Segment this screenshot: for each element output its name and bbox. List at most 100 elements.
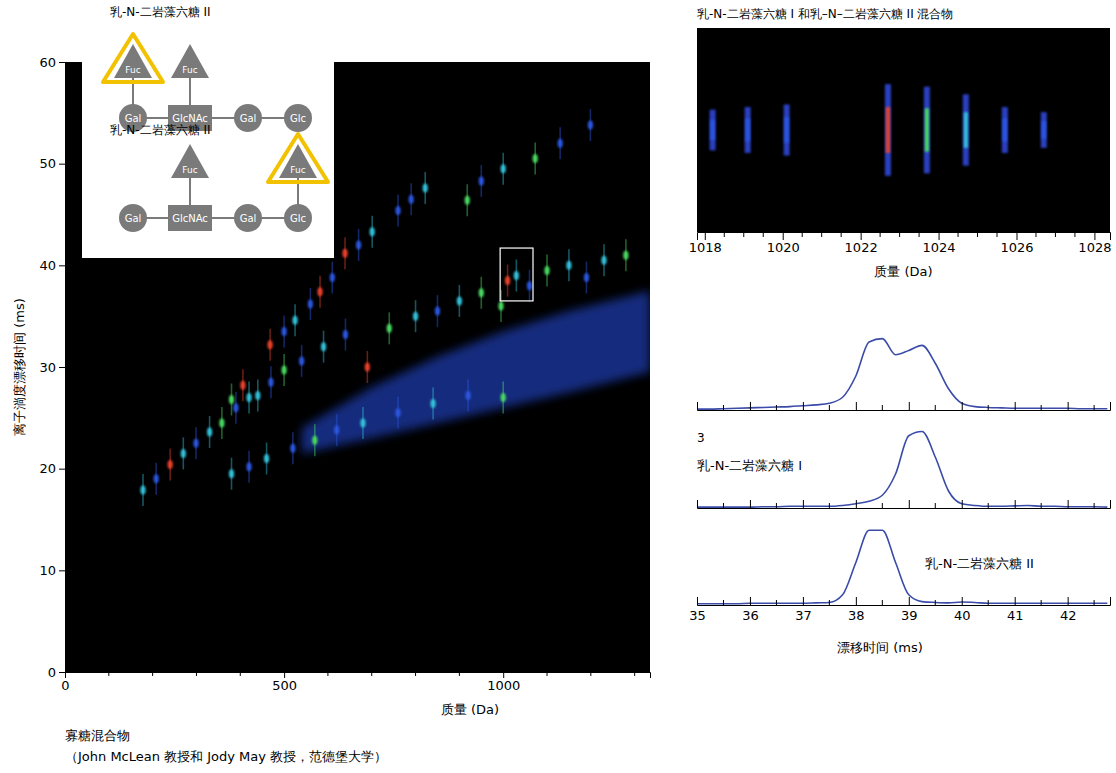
tick xyxy=(962,500,963,508)
residue-label: Glc xyxy=(290,113,306,124)
residue xyxy=(284,204,312,232)
isotope-core xyxy=(925,108,929,151)
minor-tick xyxy=(108,672,109,676)
spot xyxy=(181,449,186,458)
tick-mark xyxy=(284,672,285,678)
tick xyxy=(1068,402,1069,410)
highlight-outline xyxy=(268,134,328,182)
tick: 1000 xyxy=(487,672,520,693)
tick xyxy=(750,500,751,508)
strip-area xyxy=(710,84,1047,176)
isotope-core xyxy=(711,120,715,140)
axis-line xyxy=(698,500,1111,509)
spot xyxy=(334,426,339,435)
spot xyxy=(292,316,297,325)
spot xyxy=(233,403,238,412)
tick-label: 60 xyxy=(39,55,56,70)
fucose xyxy=(279,144,317,178)
spot xyxy=(229,469,234,478)
tick-mark xyxy=(59,672,65,673)
tick-mark xyxy=(1094,232,1095,240)
tick-mark xyxy=(909,500,910,508)
residue-label: Gal xyxy=(240,113,257,124)
x-axis: 3536373839404142 xyxy=(689,597,1110,623)
tick-label: 38 xyxy=(848,608,865,623)
tick: 1028 xyxy=(1078,232,1111,255)
minor-tick xyxy=(1035,232,1036,237)
spot xyxy=(527,281,532,290)
spot xyxy=(268,378,273,387)
tick-label: 39 xyxy=(901,608,918,623)
tick-mark xyxy=(803,597,804,605)
isotope-core xyxy=(785,117,789,143)
tick-label: 1026 xyxy=(1000,240,1033,255)
tick-label: 36 xyxy=(742,608,759,623)
spot xyxy=(395,206,400,215)
tick: 10 xyxy=(39,563,65,578)
structure-title: 乳-N-二岩藻六糖 II xyxy=(110,5,211,19)
tick-mark xyxy=(939,232,940,240)
minor-tick xyxy=(459,672,460,676)
tick-mark xyxy=(697,500,698,508)
spot xyxy=(566,261,571,270)
residue-label: Gal xyxy=(240,213,257,224)
tick xyxy=(1068,500,1069,508)
fucose xyxy=(171,44,209,78)
minor-tick xyxy=(590,672,591,676)
spot xyxy=(219,418,224,427)
minor-tick xyxy=(829,405,830,410)
spot xyxy=(370,227,375,236)
tick-mark xyxy=(1015,597,1016,605)
minor-tick xyxy=(829,600,830,605)
spot xyxy=(267,340,272,349)
tick xyxy=(803,402,804,410)
axis-line xyxy=(698,597,1111,606)
tick-label: 35 xyxy=(689,608,706,623)
tick xyxy=(962,402,963,410)
isotope-core xyxy=(1003,119,1007,142)
minor-tick xyxy=(1041,503,1042,508)
trace-label: 乳-N-二岩藻六糖 I xyxy=(697,458,802,473)
spot xyxy=(321,342,326,351)
tick-label: 0 xyxy=(61,678,69,693)
tick: 36 xyxy=(742,597,759,623)
spot xyxy=(246,393,251,402)
tick-mark xyxy=(783,232,784,240)
spot xyxy=(501,393,506,402)
spot xyxy=(413,312,418,321)
caption-title: 寡糖混合物 xyxy=(65,728,130,743)
fucose xyxy=(114,44,152,78)
residue-label: Gal xyxy=(125,113,142,124)
minor-tick xyxy=(882,405,883,410)
minor-tick xyxy=(977,232,978,237)
tick-label: 1024 xyxy=(923,240,956,255)
tick-mark xyxy=(59,469,65,470)
isotope-core xyxy=(746,119,750,142)
tick-mark xyxy=(1016,232,1017,240)
residue-label: Gal xyxy=(125,213,142,224)
strip-background xyxy=(697,28,1110,232)
y-axis: 0102030405060 xyxy=(39,55,65,680)
spot xyxy=(255,391,260,400)
structure-inset: 乳-N-二岩藻六糖 IIFucFucGalGlcNAcGalGlc乳-N-二岩藻… xyxy=(82,0,334,258)
tick-mark xyxy=(59,164,65,165)
fucose xyxy=(171,144,209,178)
axis-line xyxy=(698,402,1111,411)
tick: 42 xyxy=(1060,597,1077,623)
tick-mark xyxy=(59,62,65,63)
tick xyxy=(1015,402,1016,410)
panel-title: 乳-N-二岩藻六糖 I 和乳–N–二岩藻六糖 II 混合物 xyxy=(697,7,954,21)
spot xyxy=(264,454,269,463)
tick: 20 xyxy=(39,461,65,476)
spot xyxy=(533,154,538,163)
tick-label: 0 xyxy=(48,665,56,680)
spot xyxy=(465,196,470,205)
figure: 乳-N-二岩藻六糖 IIFucFucGalGlcNAcGalGlc乳-N-二岩藻… xyxy=(0,0,1116,773)
tick-label: 42 xyxy=(1060,608,1077,623)
tick: 0 xyxy=(61,672,69,693)
tick xyxy=(909,500,910,508)
minor-tick xyxy=(1094,600,1095,605)
minor-tick xyxy=(880,232,881,237)
spot xyxy=(505,276,510,285)
spot xyxy=(154,474,159,483)
